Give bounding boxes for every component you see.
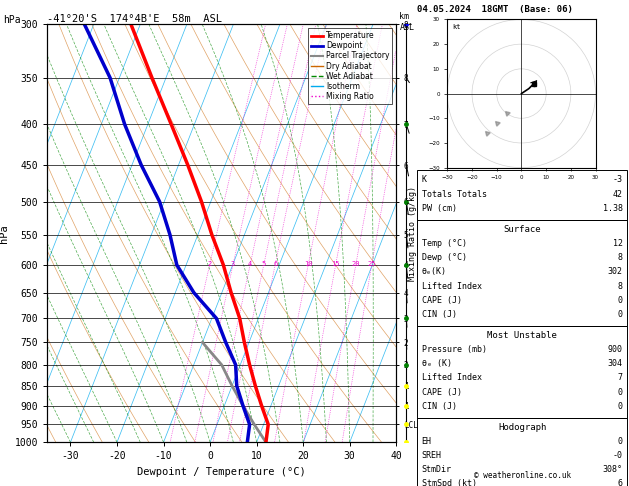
Text: Temp (°C): Temp (°C) (421, 239, 467, 248)
Text: EH: EH (421, 437, 431, 446)
Text: 308°: 308° (603, 465, 623, 474)
Text: Lifted Index: Lifted Index (421, 281, 482, 291)
Text: Totals Totals: Totals Totals (421, 190, 487, 199)
Text: 8: 8 (618, 281, 623, 291)
Text: 6: 6 (273, 261, 277, 267)
Text: 0: 0 (618, 402, 623, 411)
Text: Mixing Ratio (g/kg): Mixing Ratio (g/kg) (408, 186, 416, 281)
Text: 4: 4 (248, 261, 252, 267)
Text: CIN (J): CIN (J) (421, 402, 457, 411)
Text: θₑ (K): θₑ (K) (421, 359, 452, 368)
Text: 10: 10 (304, 261, 313, 267)
Text: CAPE (J): CAPE (J) (421, 387, 462, 397)
Text: 0: 0 (618, 387, 623, 397)
Text: SREH: SREH (421, 451, 442, 460)
Text: 20: 20 (352, 261, 360, 267)
Text: 0: 0 (618, 310, 623, 319)
Text: Lifted Index: Lifted Index (421, 373, 482, 382)
Text: 15: 15 (331, 261, 340, 267)
Bar (417, 170, 627, 220)
Text: -3: -3 (613, 175, 623, 185)
Text: Most Unstable: Most Unstable (487, 331, 557, 340)
Bar (417, 326, 627, 417)
Text: 900: 900 (608, 345, 623, 354)
Text: -0: -0 (613, 451, 623, 460)
Text: 7: 7 (618, 373, 623, 382)
Text: km
ASL: km ASL (399, 12, 415, 32)
Text: Dewp (°C): Dewp (°C) (421, 253, 467, 262)
X-axis label: Dewpoint / Temperature (°C): Dewpoint / Temperature (°C) (137, 467, 306, 477)
Text: θₑ(K): θₑ(K) (421, 267, 447, 277)
Text: StmDir: StmDir (421, 465, 452, 474)
Bar (417, 220, 627, 326)
Text: 1.38: 1.38 (603, 204, 623, 213)
Legend: Temperature, Dewpoint, Parcel Trajectory, Dry Adiabat, Wet Adiabat, Isotherm, Mi: Temperature, Dewpoint, Parcel Trajectory… (308, 28, 392, 104)
Text: -41°20'S  174°4B'E  58m  ASL: -41°20'S 174°4B'E 58m ASL (47, 14, 222, 23)
Text: CIN (J): CIN (J) (421, 310, 457, 319)
Text: © weatheronline.co.uk: © weatheronline.co.uk (474, 470, 571, 480)
Y-axis label: hPa: hPa (0, 224, 9, 243)
Text: 42: 42 (613, 190, 623, 199)
Text: hPa: hPa (3, 15, 21, 25)
Text: CAPE (J): CAPE (J) (421, 295, 462, 305)
Text: 3: 3 (231, 261, 235, 267)
Text: 0: 0 (618, 437, 623, 446)
Text: Surface: Surface (503, 225, 541, 234)
Text: 0: 0 (618, 295, 623, 305)
Text: 12: 12 (613, 239, 623, 248)
Text: K: K (421, 175, 426, 185)
Text: 6: 6 (618, 480, 623, 486)
Text: 302: 302 (608, 267, 623, 277)
Text: StmSpd (kt): StmSpd (kt) (421, 480, 477, 486)
Text: Pressure (mb): Pressure (mb) (421, 345, 487, 354)
Text: 2: 2 (208, 261, 212, 267)
Bar (417, 417, 627, 486)
Text: 5: 5 (262, 261, 266, 267)
Text: 25: 25 (367, 261, 376, 267)
Text: 04.05.2024  18GMT  (Base: 06): 04.05.2024 18GMT (Base: 06) (417, 5, 573, 14)
Text: kt: kt (452, 24, 461, 30)
Text: 8: 8 (618, 253, 623, 262)
Text: 304: 304 (608, 359, 623, 368)
Text: Hodograph: Hodograph (498, 423, 546, 432)
Text: PW (cm): PW (cm) (421, 204, 457, 213)
